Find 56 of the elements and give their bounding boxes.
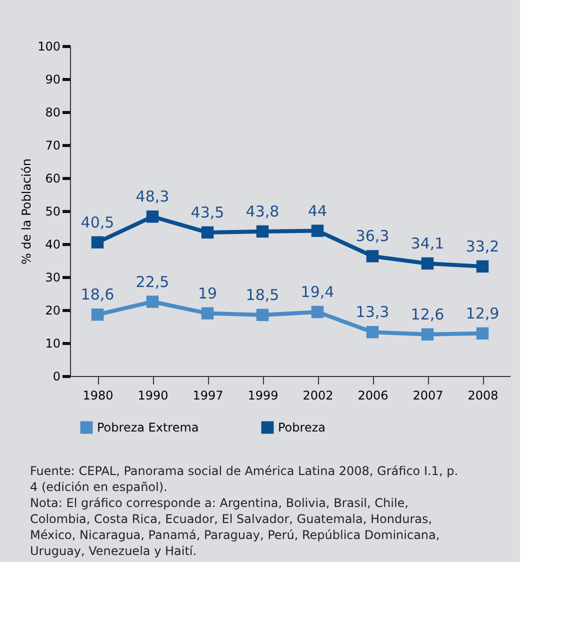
point: [91, 236, 104, 248]
data-label: 34,1: [410, 234, 444, 252]
source-note: Fuente: CEPAL, Panorama social de América Latina 2008, Gráfico I.1, p. 4 (edición en español).: [30, 464, 458, 494]
data-label: 12,9: [466, 304, 500, 322]
point: [476, 260, 489, 273]
data-label: 40,5: [80, 213, 114, 232]
point: [201, 307, 214, 320]
text: Nota: El gráfico corresponde a: Argentina, Bolivia, Brasil, Chile, Colombia, Costa Rica, Ecuador, El Salvador, Guatemala, Honduras, México, Nicaragua, Panamá, Paraguay, Perú, República Dominicana, Uruguay, Venezuela y Haití.: [30, 496, 440, 558]
data-label: 13,3: [356, 303, 390, 322]
y-tick-label: 10: [45, 336, 60, 350]
x-tick-label: 2008: [468, 388, 498, 402]
point: [421, 257, 434, 270]
y-tick-label: 80: [45, 106, 60, 120]
x-tick-label: 1990: [138, 388, 168, 402]
data-label: 12,6: [410, 305, 444, 324]
legend-label: Pobreza Extrema: [97, 420, 199, 435]
y-tick-label: 20: [45, 304, 60, 318]
point: [256, 225, 269, 238]
data-label: 22,5: [136, 272, 170, 291]
y-tick-label: 50: [45, 204, 60, 218]
data-label: 19: [198, 284, 218, 302]
data-label: 48,3: [136, 188, 170, 206]
y-tick-label: 0: [52, 370, 60, 384]
data-label: 19,4: [300, 282, 334, 301]
y-tick-label: 30: [45, 270, 60, 284]
point: [91, 308, 104, 321]
data-label: 44: [308, 202, 328, 220]
data-label: 43,5: [190, 203, 224, 222]
y-tick-label: 40: [45, 238, 60, 252]
x-tick-label: 2007: [412, 388, 444, 402]
x-tick-label: 1999: [248, 388, 278, 402]
data-label: 18,6: [80, 286, 114, 304]
point: [366, 326, 379, 338]
point: [421, 328, 434, 341]
y-tick-label: 90: [45, 72, 60, 86]
x-tick-label: 2006: [358, 388, 388, 402]
y-tick-label: 60: [45, 172, 60, 186]
point: [311, 224, 324, 237]
y-tick-label: 70: [45, 138, 60, 152]
data-label: 43,8: [246, 202, 280, 220]
point: [476, 327, 489, 340]
x-tick-label: 1980: [82, 388, 114, 402]
point: [146, 210, 159, 223]
point: [256, 308, 269, 322]
y-axis-title: % de la Población: [20, 158, 34, 264]
data-label: 33,2: [466, 237, 500, 256]
point: [201, 226, 214, 239]
legend-label: Pobreza: [278, 420, 326, 435]
point: [366, 250, 379, 262]
point: [311, 306, 324, 318]
y-tick-label: 100: [38, 40, 60, 54]
x-tick-label: 1997: [192, 388, 224, 402]
x-tick-label: 2002: [302, 388, 334, 402]
point: [146, 296, 159, 308]
data-label: 18,5: [246, 286, 280, 304]
data-label: 36,3: [356, 227, 390, 246]
